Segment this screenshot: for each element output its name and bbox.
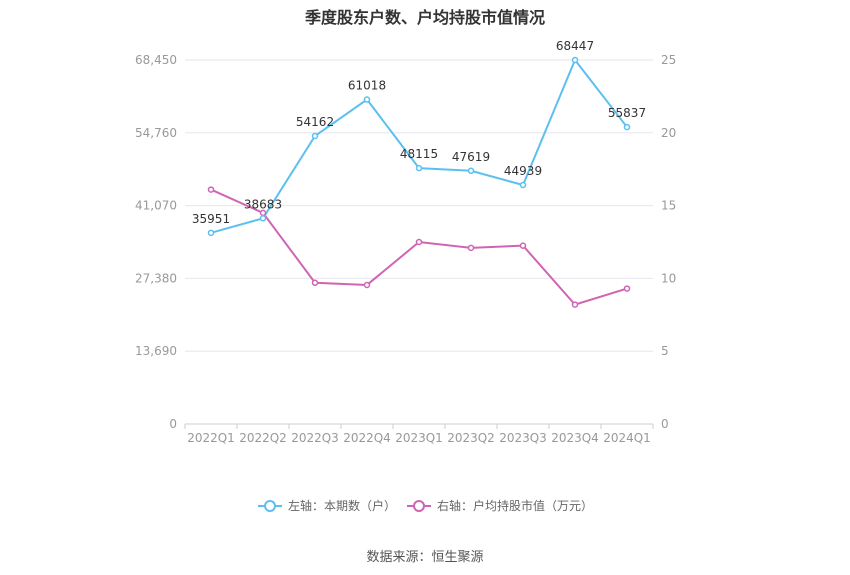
x-tick-label: 2022Q2 — [239, 431, 287, 445]
data-point-right — [623, 285, 631, 292]
axes: 013,69027,38041,07054,76068,450051015202… — [135, 53, 676, 445]
y-left-tick-label: 41,070 — [135, 199, 177, 213]
series-lines — [210, 58, 628, 306]
y-right-tick-label: 5 — [661, 344, 669, 358]
y-right-tick-label: 0 — [661, 417, 669, 431]
y-right-tick-label: 20 — [661, 126, 676, 140]
data-label: 61018 — [348, 79, 386, 93]
y-right-tick-label: 15 — [661, 199, 676, 213]
data-label: 54162 — [296, 115, 334, 129]
legend-item[interactable]: 左轴：本期数（户） — [258, 498, 396, 513]
legend-marker — [264, 500, 276, 512]
data-labels: 35951 38683 54162 61018 48115 47619 44939 68447… — [192, 39, 646, 226]
legend-label: 右轴：户均持股市值（万元） — [437, 498, 593, 513]
y-right-tick-label: 10 — [661, 271, 676, 285]
legend-marker — [413, 500, 425, 512]
data-label: 68447 — [556, 39, 594, 53]
data-point-left — [363, 96, 371, 103]
legend-item[interactable]: 右轴：户均持股市值（万元） — [407, 498, 593, 513]
legend-label: 左轴：本期数（户） — [288, 498, 396, 513]
data-label: 44939 — [504, 164, 542, 178]
data-point-right — [415, 238, 423, 246]
data-point-right — [519, 242, 527, 249]
data-point-right — [467, 244, 475, 252]
legend[interactable]: 左轴：本期数（户） 右轴：户均持股市值（万元） — [258, 498, 593, 513]
x-tick-label: 2023Q2 — [447, 431, 495, 445]
chart-title: 季度股东户数、户均持股市值情况 — [304, 8, 545, 27]
y-left-tick-label: 27,380 — [135, 271, 177, 285]
source-note: 数据来源：恒生聚源 — [366, 550, 484, 565]
data-point-left — [259, 215, 267, 222]
data-point-left — [311, 132, 319, 140]
data-point-right — [207, 186, 215, 193]
data-label: 55837 — [608, 106, 646, 120]
y-left-tick-label: 68,450 — [135, 53, 177, 67]
data-point-left — [623, 123, 631, 131]
y-left-tick-label: 54,760 — [135, 126, 177, 140]
y-right-tick-label: 25 — [661, 53, 676, 67]
data-label: 38683 — [244, 197, 282, 211]
x-tick-label: 2023Q3 — [499, 431, 547, 445]
x-tick-label: 2022Q3 — [291, 431, 339, 445]
data-point-left — [415, 164, 423, 172]
data-point-right — [363, 281, 371, 289]
data-point-left — [571, 56, 579, 64]
y-left-tick-label: 13,690 — [135, 344, 177, 358]
y-left-tick-label: 0 — [169, 417, 177, 431]
data-point-left — [207, 229, 215, 237]
x-tick-label: 2023Q1 — [395, 431, 443, 445]
x-tick-label: 2024Q1 — [603, 431, 651, 445]
data-label: 47619 — [452, 150, 490, 164]
series-points — [207, 56, 631, 308]
x-tick-label: 2022Q4 — [343, 431, 391, 445]
x-tick-label: 2022Q1 — [187, 431, 235, 445]
data-label: 35951 — [192, 212, 230, 226]
data-point-left — [519, 181, 527, 189]
data-point-right — [311, 279, 319, 287]
data-point-right — [571, 301, 579, 308]
data-label: 48115 — [400, 147, 438, 161]
x-tick-label: 2023Q4 — [551, 431, 599, 445]
data-point-left — [467, 167, 475, 175]
